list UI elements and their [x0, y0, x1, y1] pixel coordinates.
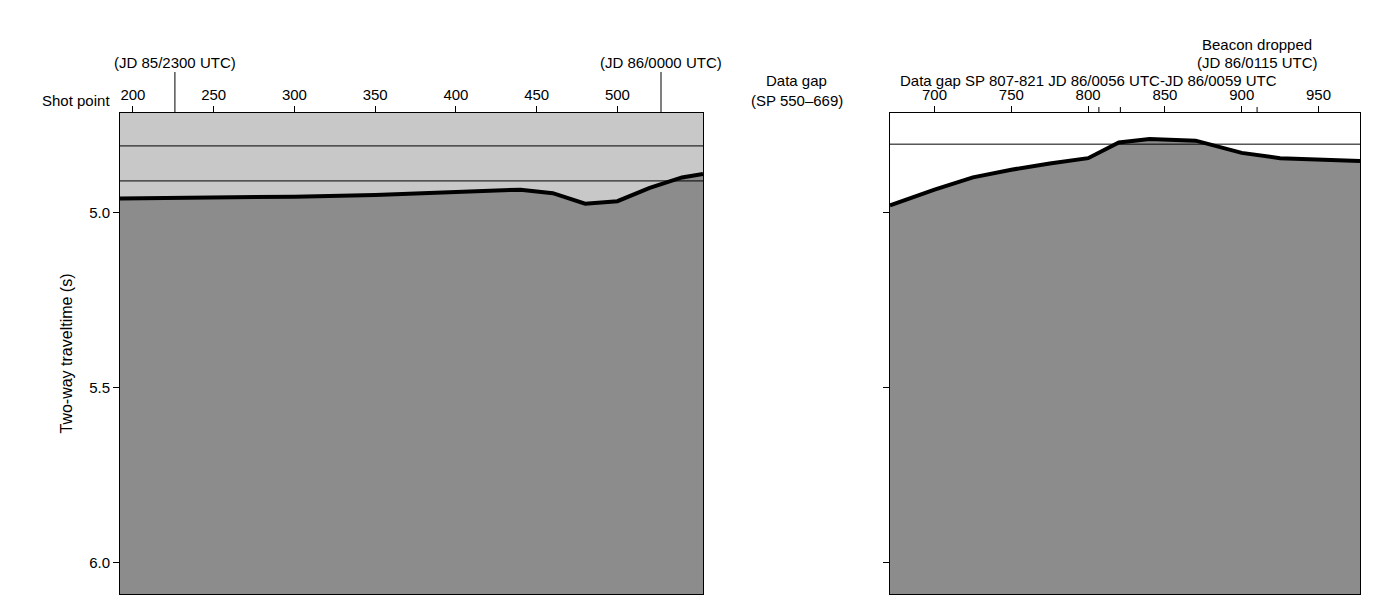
svg-text:Data gap SP 807-821 JD 86/0056: Data gap SP 807-821 JD 86/0056 UTC-JD 86… — [900, 72, 1277, 89]
svg-text:(JD 86/0000 UTC): (JD 86/0000 UTC) — [600, 54, 722, 71]
svg-text:5.5: 5.5 — [89, 379, 110, 396]
svg-text:350: 350 — [363, 86, 388, 103]
svg-text:450: 450 — [524, 86, 549, 103]
svg-text:5.0: 5.0 — [89, 204, 110, 221]
svg-text:400: 400 — [443, 86, 468, 103]
svg-text:700: 700 — [922, 86, 947, 103]
svg-text:750: 750 — [999, 86, 1024, 103]
svg-text:Beacon dropped: Beacon dropped — [1202, 36, 1312, 53]
svg-text:200: 200 — [120, 86, 145, 103]
svg-text:900: 900 — [1229, 86, 1254, 103]
svg-text:500: 500 — [605, 86, 630, 103]
svg-text:Shot point: Shot point — [42, 92, 110, 109]
svg-text:Two-way traveltime (s): Two-way traveltime (s) — [58, 273, 75, 433]
svg-text:300: 300 — [282, 86, 307, 103]
svg-text:(JD 86/0115 UTC): (JD 86/0115 UTC) — [1197, 54, 1318, 71]
svg-text:950: 950 — [1306, 86, 1331, 103]
svg-text:(JD 85/2300 UTC): (JD 85/2300 UTC) — [114, 54, 236, 71]
svg-text:250: 250 — [201, 86, 226, 103]
svg-text:Data gap: Data gap — [766, 72, 827, 89]
svg-text:6.0: 6.0 — [89, 554, 110, 571]
svg-text:800: 800 — [1076, 86, 1101, 103]
svg-text:850: 850 — [1152, 86, 1177, 103]
svg-text:(SP 550–669): (SP 550–669) — [751, 92, 843, 109]
